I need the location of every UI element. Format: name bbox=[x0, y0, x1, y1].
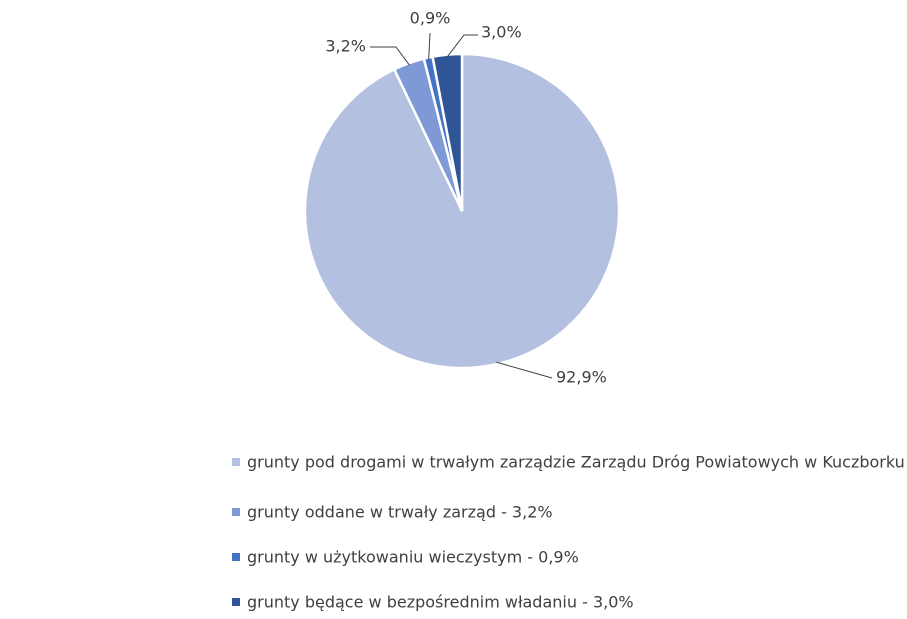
legend-label: grunty pod drogami w trwałym zarządzie Z… bbox=[247, 453, 907, 472]
legend-marker bbox=[232, 458, 240, 466]
leader-line bbox=[496, 361, 553, 379]
leader-line bbox=[370, 46, 410, 66]
data-label: 3,2% bbox=[325, 37, 366, 56]
legend-label: grunty w użytkowaniu wieczystym - 0,9% bbox=[247, 548, 579, 567]
pie-slice bbox=[431, 52, 464, 212]
legend-marker bbox=[232, 598, 240, 606]
legend-marker bbox=[232, 553, 240, 561]
data-label: 92,9% bbox=[556, 368, 607, 387]
legend-label: grunty będące w bezpośrednim władaniu - … bbox=[247, 593, 634, 612]
data-label: 3,0% bbox=[481, 23, 522, 42]
legend-label: grunty oddane w trwały zarząd - 3,2% bbox=[247, 503, 553, 522]
legend-marker bbox=[232, 508, 240, 516]
leader-line bbox=[428, 32, 431, 60]
leader-line bbox=[447, 34, 478, 57]
data-label: 0,9% bbox=[410, 9, 451, 28]
